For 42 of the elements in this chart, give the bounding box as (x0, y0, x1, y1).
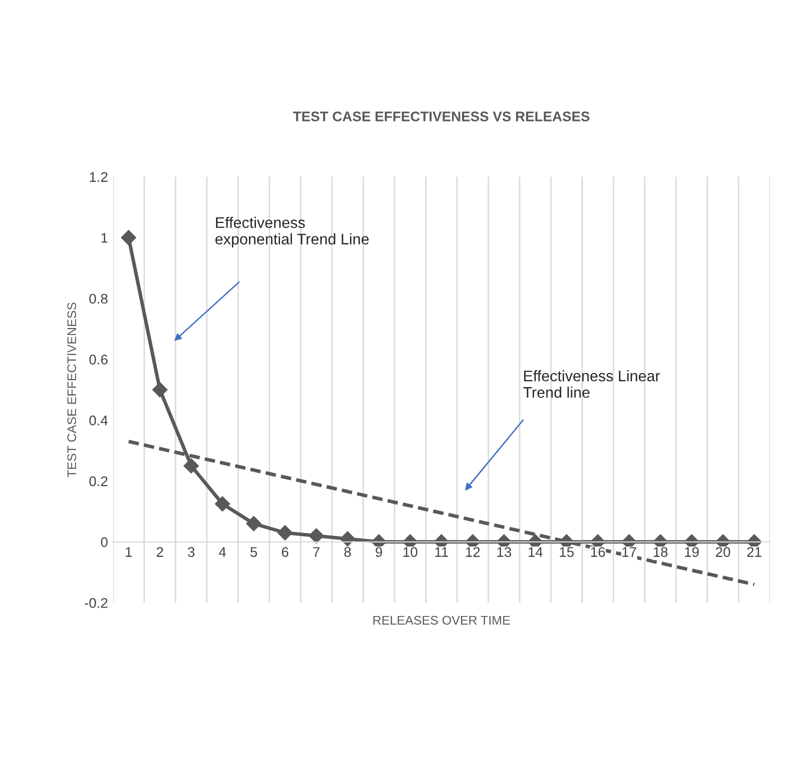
x-tick-label: 20 (716, 547, 730, 557)
x-tick-label: 9 (376, 547, 382, 557)
point (121, 230, 136, 246)
annotation: Effectiveness Linear Trend line (523, 370, 660, 398)
x-tick-label: 3 (188, 547, 194, 557)
y-tick-label: 1.2 (90, 172, 108, 182)
x-tick-label: 5 (250, 547, 258, 557)
x-tick-label: 16 (591, 547, 605, 557)
x-tick-label: 2 (156, 547, 164, 557)
y-tick-label: 0.2 (89, 476, 108, 486)
y-tick-label: 0.4 (89, 416, 108, 426)
x-tick-label: 10 (403, 547, 418, 557)
y-tick-label: 0.6 (89, 354, 108, 365)
y-tick-label: 0 (100, 537, 108, 548)
x-tick-label: 15 (560, 547, 574, 557)
point (152, 382, 168, 398)
x-tick-label: 7 (313, 547, 320, 557)
y-tick-label: 1 (101, 233, 108, 243)
y-tick-label: 0.8 (89, 294, 108, 304)
point (308, 528, 324, 544)
x-tick-label: 18 (654, 547, 668, 557)
x-tick-label: 14 (528, 547, 543, 557)
x-tick-label: 1 (126, 547, 132, 557)
point (340, 531, 356, 546)
x-tick-label: 21 (747, 547, 762, 557)
x-tick-label: 11 (435, 547, 448, 557)
x-tick-label: 6 (282, 547, 288, 557)
x-tick-label: 4 (218, 547, 226, 557)
x-tick-label: 13 (497, 547, 512, 557)
point (246, 516, 262, 532)
annotation: Effectiveness exponential Trend Line (215, 216, 369, 248)
x-tick-label: 12 (466, 547, 480, 557)
y-axis-title: TEST CASE EFFECTIVENESS (67, 302, 76, 478)
x-tick-label: 17 (622, 547, 636, 557)
y-tick-label: -0.2 (84, 598, 108, 608)
point (184, 458, 199, 474)
x-tick-label: 19 (685, 547, 699, 557)
chart-title: TEST CASE EFFECTIVENESS VS RELEASES (293, 112, 590, 122)
x-tick-label: 8 (344, 547, 351, 557)
x-axis-title: RELEASES OVER TIME (373, 616, 510, 625)
point (277, 525, 293, 540)
point (214, 496, 230, 512)
